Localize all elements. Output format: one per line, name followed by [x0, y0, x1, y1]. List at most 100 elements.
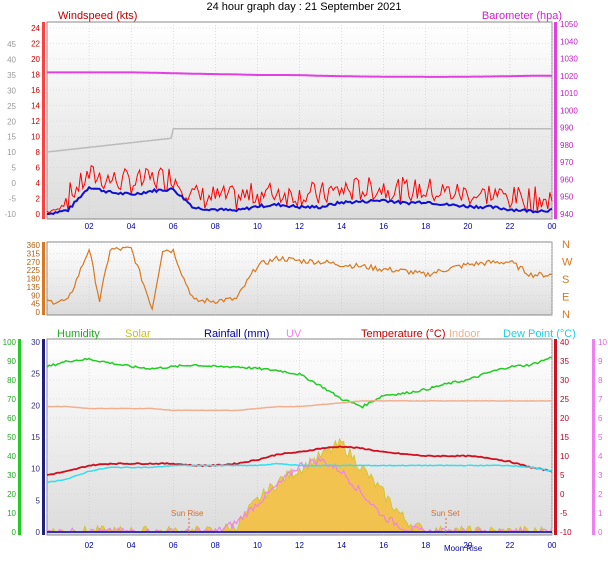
windspeed-tick: 10: [31, 133, 40, 142]
windspeed-tick: 14: [31, 102, 40, 111]
temperature-tick: -5: [560, 509, 568, 518]
hour-tick: 18: [421, 541, 430, 550]
hour-tick: 18: [421, 222, 430, 231]
uv-tick: 7: [598, 395, 603, 404]
uv-tick: 5: [598, 433, 603, 442]
humidity-tick: 80: [7, 376, 16, 385]
legend-rainfall: Rainfall (mm): [204, 328, 269, 340]
hour-tick-labels: 02 02 04 04 06 06 08 08 10 10 12 12 14 14 16 16 18 18 20 20…: [85, 222, 557, 550]
direction-axis-bar: [42, 242, 45, 315]
barometer-tick: 1050: [560, 20, 578, 29]
barometer-axis-title: Barometer (hpa): [482, 10, 562, 22]
temperature-tick: -10: [560, 528, 572, 537]
outer-tick: 45: [7, 40, 16, 49]
uv-tick: 3: [598, 471, 603, 480]
indoor-series: [46, 399, 553, 412]
uv-tick: 0: [598, 528, 603, 537]
hour-tick: 06: [169, 222, 178, 231]
windspeed-axis-title: Windspeed (kts): [58, 10, 137, 22]
direction-tick: 270: [27, 258, 41, 267]
outer-tick: 0: [12, 179, 17, 188]
temperature-tick: 35: [560, 357, 569, 366]
uv-tick: 9: [598, 357, 603, 366]
barometer-tick: 1000: [560, 106, 578, 115]
wind-direction-series: [46, 246, 553, 312]
windspeed-tick: 20: [31, 55, 40, 64]
barometer-tick: 940: [560, 210, 574, 219]
legend-indoor: Indoor: [449, 328, 481, 340]
sun-rise-label: Sun Rise: [171, 509, 204, 518]
dewpoint-series: [46, 462, 553, 484]
direction-tick: 180: [27, 275, 41, 284]
solar-rain-tick: 25: [31, 370, 40, 379]
compass-label: N: [562, 239, 570, 251]
direction-tick: 90: [31, 291, 40, 300]
compass-label: N: [562, 309, 570, 321]
solar-rain-tick: 15: [31, 433, 40, 442]
temperature-tick-labels: 40 35 30 25 20 15 10 5 0 -5 -10: [560, 338, 572, 537]
outer-tick: 15: [7, 133, 16, 142]
hour-tick: 14: [337, 222, 346, 231]
humidity-line: [46, 356, 553, 409]
humidity-series: [46, 356, 553, 409]
solar-rain-tick: 0: [36, 528, 41, 537]
legend-humidity: Humidity: [57, 328, 100, 340]
barometer-tick: 970: [560, 158, 574, 167]
legend-solar: Solar: [125, 328, 151, 340]
humidity-tick: 70: [7, 395, 16, 404]
moon-rise-label: Moon Rise: [444, 544, 483, 553]
uv-tick: 1: [598, 509, 603, 518]
humidity-tick: 60: [7, 414, 16, 423]
barometer-series: [47, 71, 552, 78]
windspeed-tick: 18: [31, 71, 40, 80]
uv-tick: 6: [598, 414, 603, 423]
direction-tick: 360: [27, 241, 41, 250]
outer-tick: 30: [7, 86, 16, 95]
windspeed-tick: 6: [36, 164, 41, 173]
barometer-tick: 1030: [560, 55, 578, 64]
hour-tick: 10: [253, 541, 262, 550]
hour-tick: 08: [211, 541, 220, 550]
windspeed-tick: 16: [31, 86, 40, 95]
outer-tick: -5: [9, 195, 17, 204]
indoor-line: [46, 399, 553, 412]
humidity-tick: 0: [12, 528, 17, 537]
rain-axis-bar: [42, 339, 45, 535]
uv-tick: 4: [598, 452, 603, 461]
outer-tick: 5: [12, 164, 17, 173]
chart-title: 24 hour graph day : 21 September 2021: [206, 1, 401, 13]
outer-tick: 40: [7, 55, 16, 64]
barometer-tick: 1020: [560, 72, 578, 81]
outer-tick: 20: [7, 117, 16, 126]
temperature-tick: 15: [560, 433, 569, 442]
uv-tick: 10: [598, 338, 607, 347]
wind-panel: [46, 21, 553, 220]
barometer-tick: 1040: [560, 37, 578, 46]
uv-tick: 2: [598, 490, 603, 499]
direction-tick: 0: [36, 308, 41, 317]
humidity-tick: 50: [7, 433, 16, 442]
temperature-tick: 5: [560, 471, 565, 480]
temperature-tick: 20: [560, 414, 569, 423]
legend-temperature: Temperature (°C): [361, 328, 445, 340]
uv-axis-bar: [592, 339, 595, 535]
hour-tick: 16: [379, 541, 388, 550]
humidity-tick: 40: [7, 452, 16, 461]
hour-tick: 00: [548, 222, 557, 231]
grey-line: [46, 128, 552, 153]
temperature-series: [46, 445, 553, 476]
hour-tick: 04: [127, 222, 136, 231]
solar-rain-tick: 20: [31, 401, 40, 410]
hour-tick: 12: [295, 541, 304, 550]
hour-tick: 06: [169, 541, 178, 550]
outer-tick: 25: [7, 102, 16, 111]
compass-label: S: [562, 274, 569, 286]
compass-label: W: [562, 257, 573, 269]
solar-rain-tick-labels: 30 25 20 15 10 5 0: [31, 338, 40, 537]
legend-dewpoint: Dew Point (°C): [503, 328, 576, 340]
